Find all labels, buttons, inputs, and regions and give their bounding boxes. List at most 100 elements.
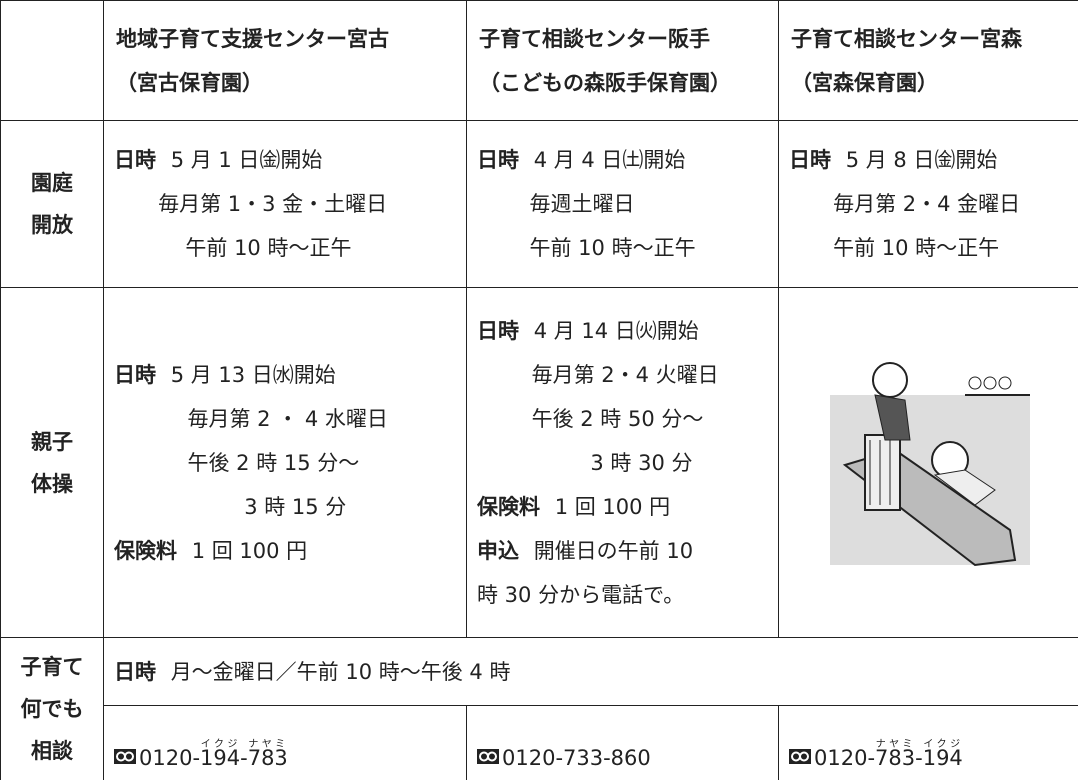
header-line: （こどもの森阪手保育園） — [479, 70, 731, 95]
text: 1 回 100 円 — [191, 538, 308, 563]
label: 日時 — [114, 362, 156, 387]
phone-part: 783 — [875, 746, 916, 770]
text-line: 日時 5 月 13 日㈬開始 — [114, 353, 466, 397]
text-line: 3 時 30 分 — [477, 441, 778, 485]
table-cell: 子育て相談センター宮森 （宮森保育園） — [778, 0, 1078, 121]
text: 4 月 4 日㈯開始 — [533, 148, 686, 172]
label: 日時 — [477, 148, 519, 172]
label: 保険料 — [114, 538, 177, 563]
text: 午前 10 時〜正午 — [185, 236, 352, 260]
row-heading: 園庭 — [31, 171, 73, 195]
table-cell: 日時 月〜金曜日／午前 10 時〜午後 4 時 — [103, 637, 1078, 706]
text: 5 月 8 日㈮開始 — [845, 148, 998, 172]
text-line: 申込 開催日の午前 10 — [477, 529, 778, 573]
phone-part: 0120- — [814, 746, 876, 770]
text-line: 毎月第 2 ・ 4 水曜日 — [114, 397, 466, 441]
table-cell: 地域子育て支援センター宮古 （宮古保育園） — [103, 0, 467, 121]
text-line: 毎月第 2・4 火曜日 — [477, 353, 778, 397]
free-dial-icon — [477, 749, 499, 764]
text-line: 午前 10 時〜正午 — [789, 226, 1078, 270]
text: 月〜金曜日／午前 10 時〜午後 4 時 — [170, 659, 511, 684]
text: 午前 10 時〜正午 — [833, 236, 1000, 260]
furigana: イクジ — [922, 739, 963, 750]
label: 日時 — [114, 148, 156, 172]
row-heading: 開放 — [31, 213, 73, 237]
free-dial-icon — [114, 749, 136, 764]
table-cell: 0120-194イクジ-783ナヤミ — [103, 705, 467, 780]
table-cell: 日時 4 月 4 日㈯開始毎週土曜日午前 10 時〜正午 — [466, 120, 779, 288]
furigana: ナヤミ — [875, 739, 916, 750]
table-cell — [0, 0, 104, 121]
table-cell: 子育て相談センター阪手 （こどもの森阪手保育園） — [466, 0, 779, 121]
table-cell: 日時 5 月 1 日㈮開始毎月第 1・3 金・土曜日午前 10 時〜正午 — [103, 120, 467, 288]
free-dial-icon — [789, 749, 811, 764]
text-line: 日時 4 月 4 日㈯開始 — [477, 138, 778, 182]
text: 毎月第 1・3 金・土曜日 — [158, 192, 388, 216]
row-heading: 何でも — [20, 697, 84, 721]
table-cell: 日時 5 月 13 日㈬開始毎月第 2 ・ 4 水曜日 午後 2 時 15 分〜 3 … — [103, 287, 467, 638]
row-heading: 相談 — [31, 739, 73, 763]
table-cell: 日時 4 月 14 日㈫開始 毎月第 2・4 火曜日 午後 2 時 50 分〜 3 時 … — [466, 287, 779, 638]
text: 毎週土曜日 — [529, 192, 635, 216]
row-heading: 体操 — [31, 471, 73, 496]
table-cell: 日時 5 月 8 日㈮開始毎月第 2・4 金曜日 午前 10 時〜正午 — [778, 120, 1078, 288]
phone-number: 0120-194イクジ-783ナヤミ — [139, 739, 288, 770]
table-cell: 子育て 何でも 相談 — [0, 637, 104, 780]
phone-part: 0120- — [139, 746, 201, 770]
text-line: 日時 5 月 8 日㈮開始 — [789, 138, 1078, 182]
table-cell: 0120-733-860 — [466, 705, 779, 780]
phone-part: 194 — [922, 746, 963, 770]
furigana: ナヤミ — [247, 739, 288, 750]
label: 申込 — [477, 538, 519, 563]
label: 日時 — [477, 318, 519, 343]
text: 毎月第 2・4 火曜日 — [531, 362, 719, 387]
text-line: 午前 10 時〜正午 — [114, 226, 466, 270]
phone-part: - — [915, 746, 923, 770]
text: 午後 2 時 50 分〜 — [531, 406, 704, 431]
text: 3 時 15 分 — [244, 494, 347, 519]
text-line: 毎週土曜日 — [477, 182, 778, 226]
text: 5 月 1 日㈮開始 — [170, 148, 323, 172]
table-cell: 0120-783ナヤミ-194イクジ — [778, 705, 1078, 780]
text-line: 保険料 1 回 100 円 — [114, 529, 466, 573]
phone-part: 0120-733-860 — [502, 746, 651, 770]
ruby: 783ナヤミ — [247, 739, 288, 770]
text: 時 30 分から電話で。 — [477, 582, 685, 607]
phone-part: - — [240, 746, 248, 770]
text: 1 回 100 円 — [554, 494, 671, 519]
ruby: 783ナヤミ — [875, 739, 916, 770]
text-line: 毎月第 2・4 金曜日 — [789, 182, 1078, 226]
illustration — [830, 362, 1030, 567]
header-line: （宮古保育園） — [116, 70, 263, 95]
text-line: 午後 2 時 15 分〜 — [114, 441, 466, 485]
furigana: イクジ — [200, 739, 241, 750]
header-line: 地域子育て支援センター宮古 — [116, 26, 389, 51]
text-line: 日時 4 月 14 日㈫開始 — [477, 309, 778, 353]
header-line: 子育て相談センター阪手 — [479, 26, 710, 51]
text: 5 月 13 日㈬開始 — [170, 362, 336, 387]
text: 4 月 14 日㈫開始 — [533, 318, 699, 343]
text: 午後 2 時 15 分〜 — [187, 450, 360, 475]
text: 3 時 30 分 — [590, 450, 693, 475]
ruby: 194イクジ — [922, 739, 963, 770]
text: 毎月第 2・4 金曜日 — [833, 192, 1021, 216]
label: 日時 — [789, 148, 831, 172]
text: 開催日の午前 10 — [533, 538, 694, 563]
phone-number: 0120-733-860 — [502, 746, 651, 770]
header-line: （宮森保育園） — [791, 70, 938, 95]
text-line: 保険料 1 回 100 円 — [477, 485, 778, 529]
label: 日時 — [114, 659, 156, 684]
ruby: 194イクジ — [200, 739, 241, 770]
phone-part: 783 — [247, 746, 288, 770]
text-line: 3 時 15 分 — [114, 485, 466, 529]
text: 毎月第 2 ・ 4 水曜日 — [187, 406, 388, 431]
text-line: 午後 2 時 50 分〜 — [477, 397, 778, 441]
table-cell: 園庭 開放 — [0, 120, 104, 288]
row-heading: 親子 — [31, 429, 73, 454]
header-line: 子育て相談センター宮森 — [791, 26, 1022, 51]
row-heading: 子育て — [20, 655, 84, 679]
text: 午前 10 時〜正午 — [529, 236, 696, 260]
phone-number: 0120-783ナヤミ-194イクジ — [814, 739, 963, 770]
phone-part: 194 — [200, 746, 241, 770]
